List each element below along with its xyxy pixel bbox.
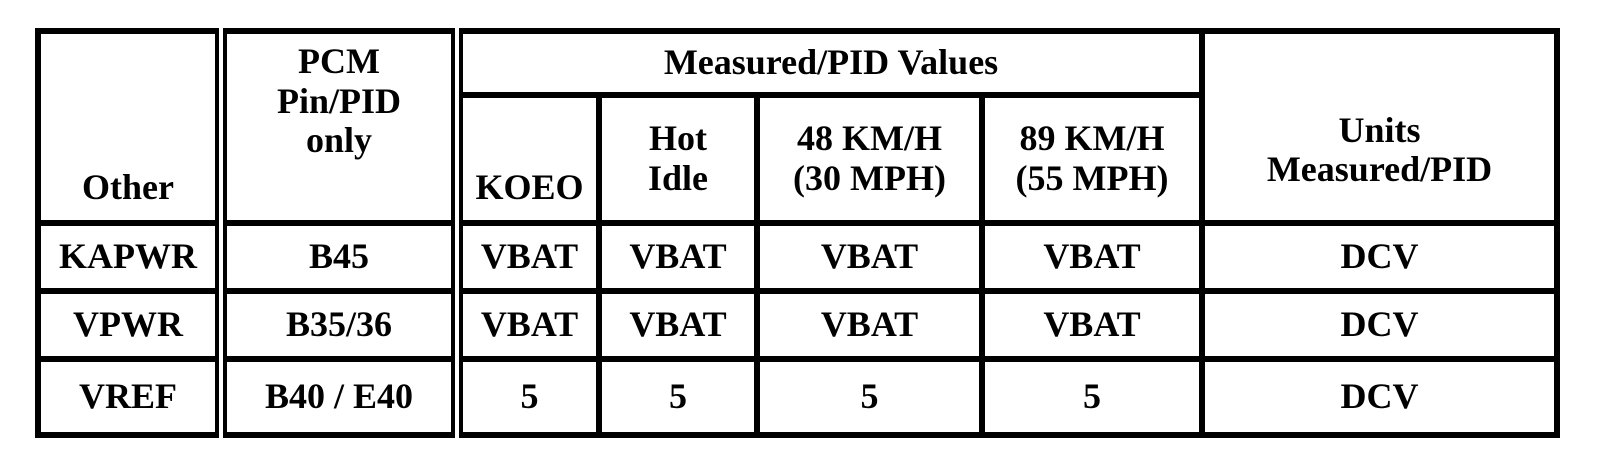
data-cell: 5 [454, 356, 602, 438]
header-cell: Other [35, 28, 227, 226]
header-cell: Measured/PID Values [454, 28, 1205, 98]
data-cell: VBAT [754, 220, 985, 294]
data-cell: VBAT [454, 288, 602, 362]
data-row: KAPWR B45 VBAT VBAT VBAT VBAT DCV [35, 220, 1560, 294]
data-cell: VBAT [454, 220, 602, 294]
header-row: Other PCM Pin/PID only Measured/PID Valu… [35, 28, 1560, 226]
data-cell: VBAT [979, 220, 1205, 294]
header-row: KOEO Hot Idle 48 KM/H (30 MPH) 89 KM/H (… [38, 92, 1557, 226]
data-cell: VBAT [754, 288, 985, 362]
data-cell: VBAT [979, 288, 1205, 362]
data-cell: 5 [596, 356, 760, 438]
data-cell: DCV [1199, 356, 1560, 438]
data-row: VPWR B35/36 VBAT VBAT VBAT VBAT DCV [35, 288, 1560, 362]
data-cell: B40 / E40 [218, 356, 463, 438]
header-cell: 48 KM/H (30 MPH) [754, 92, 985, 226]
data-cell: VPWR [35, 288, 227, 362]
data-cell: B45 [218, 220, 463, 294]
header-cell: PCM Pin/PID only [218, 28, 463, 226]
data-cell: DCV [1199, 220, 1560, 294]
spec-table: Other PCM Pin/PID only Measured/PID Valu… [35, 28, 1560, 438]
data-row: VREF B40 / E40 5 5 5 5 DCV [35, 356, 1560, 438]
header-cell: Hot Idle [596, 92, 760, 226]
header-cell: KOEO [454, 92, 602, 226]
header-cell: Units Measured/PID [1199, 28, 1560, 226]
header-cell: 89 KM/H (55 MPH) [979, 92, 1205, 226]
data-cell: 5 [754, 356, 985, 438]
data-cell: VBAT [596, 220, 760, 294]
data-cell: VBAT [596, 288, 760, 362]
data-cell: B35/36 [218, 288, 463, 362]
data-cell: KAPWR [35, 220, 227, 294]
data-cell: 5 [979, 356, 1205, 438]
data-cell: DCV [1199, 288, 1560, 362]
data-cell: VREF [35, 356, 227, 438]
